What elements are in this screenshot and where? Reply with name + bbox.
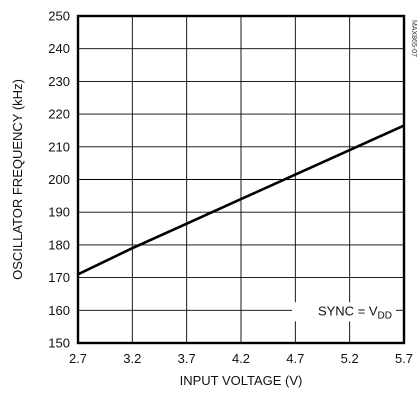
y-tick-label-2: 230 xyxy=(48,74,70,89)
series-line-0 xyxy=(77,124,405,276)
x-tick-label-5: 5.2 xyxy=(341,351,359,366)
x-axis-title: INPUT VOLTAGE (V) xyxy=(180,373,303,388)
x-tick-label-4: 4.7 xyxy=(286,351,304,366)
y-tick-label-4: 210 xyxy=(48,139,70,154)
y-tick-label-1: 240 xyxy=(48,41,70,56)
y-tick-label-10: 150 xyxy=(48,336,70,351)
y-tick-label-7: 180 xyxy=(48,237,70,252)
y-tick-label-3: 220 xyxy=(48,107,70,122)
x-tick-label-0: 2.7 xyxy=(69,351,87,366)
grid xyxy=(77,15,405,344)
x-tick-label-6: 5.7 xyxy=(395,351,413,366)
x-tick-label-1: 3.2 xyxy=(123,351,141,366)
y-tick-label-6: 190 xyxy=(48,205,70,220)
plot-frame xyxy=(76,14,406,345)
y-tick-label-0: 250 xyxy=(48,9,70,24)
y-tick-label-9: 160 xyxy=(48,303,70,318)
x-tick-label-2: 3.7 xyxy=(178,351,196,366)
sync-annotation: SYNC = VDD xyxy=(318,303,392,321)
sync-annotation-prefix: SYNC = V xyxy=(318,303,378,318)
x-tick-labels: 2.7 3.2 3.7 4.2 4.7 5.2 5.7 xyxy=(69,351,413,366)
y-tick-labels: 250 240 230 220 210 200 190 180 170 160 150 xyxy=(48,9,70,351)
y-axis-title: OSCILLATOR FREQUENCY (kHz) xyxy=(10,79,25,280)
y-tick-label-8: 170 xyxy=(48,270,70,285)
y-tick-label-5: 200 xyxy=(48,172,70,187)
x-tick-label-3: 4.2 xyxy=(232,351,250,366)
figure-code: MAX865-07 xyxy=(410,20,417,57)
annotation-background xyxy=(292,302,396,322)
sync-annotation-subscript: DD xyxy=(378,310,392,321)
series-line-group xyxy=(77,124,405,276)
